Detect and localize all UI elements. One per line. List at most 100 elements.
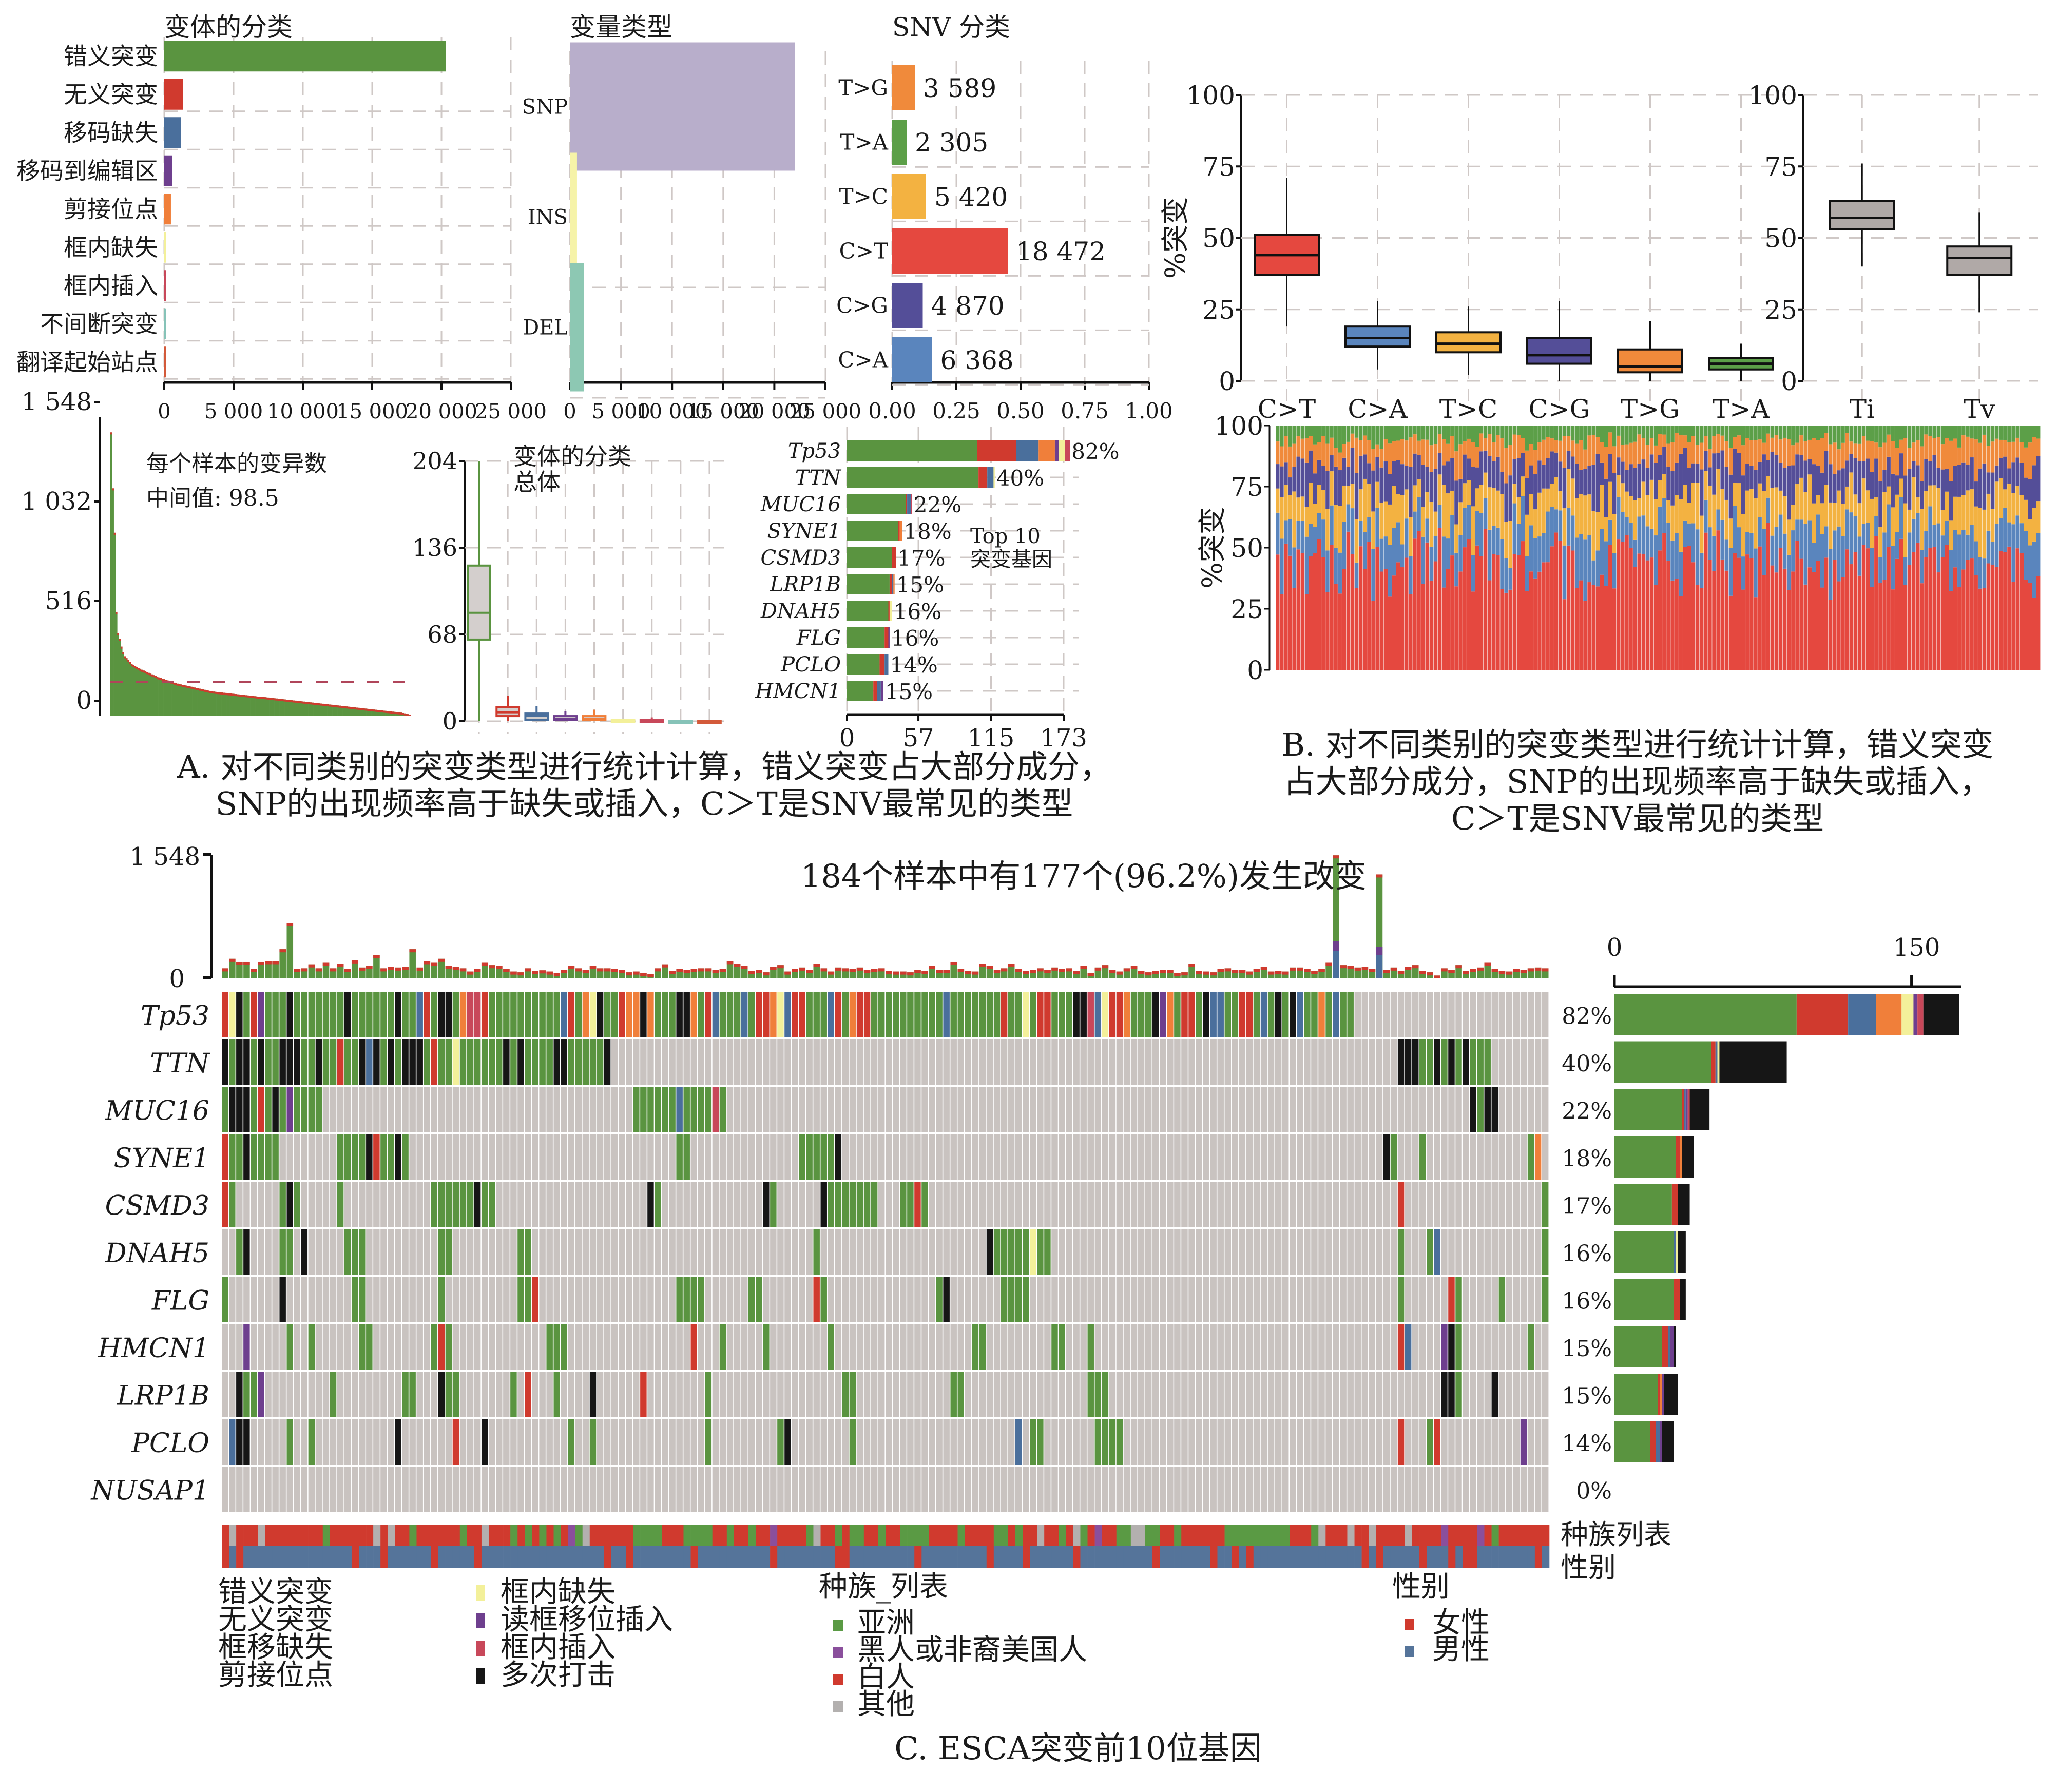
- race-cell: [950, 1525, 958, 1546]
- mutation-cell: [294, 1182, 300, 1227]
- mutation-cell: [1051, 1229, 1058, 1275]
- mutation-cell: [546, 1467, 553, 1512]
- mutation-cell: [279, 1087, 286, 1132]
- mutation-cell: [863, 1039, 871, 1085]
- mutation-cell: [1217, 1324, 1224, 1370]
- mutation-cell: [1318, 1324, 1325, 1370]
- mutation-cell: [1318, 1229, 1325, 1275]
- mutation-cell: [936, 1277, 943, 1322]
- stack-segment: [1409, 594, 1413, 670]
- mutation-cell: [517, 1324, 524, 1370]
- stack-segment: [1924, 426, 1928, 435]
- sex-cell: [705, 1546, 713, 1568]
- sample-bar-cap: [216, 692, 218, 695]
- mutation-cell: [258, 992, 264, 1037]
- data-label: 2 305: [915, 128, 988, 158]
- mutation-cell: [1210, 992, 1217, 1037]
- x-tick-label: 10 000: [636, 400, 708, 423]
- mutation-cell: [712, 1324, 719, 1370]
- mutation-cell: [503, 1087, 510, 1132]
- mutation-cell: [553, 1182, 560, 1227]
- stack-segment: [1957, 447, 1961, 465]
- mutation-cell: [748, 992, 755, 1037]
- mutation-cell: [1383, 1182, 1390, 1227]
- mutation-cell: [1051, 992, 1058, 1037]
- tmb-bar-cap: [993, 970, 1001, 973]
- mutation-cell: [1427, 1039, 1433, 1085]
- stack-segment: [1330, 455, 1334, 472]
- mutation-cell: [380, 1372, 387, 1417]
- stack-segment: [847, 627, 885, 648]
- mutation-cell: [1181, 1039, 1188, 1085]
- y-tick-label: 1 032: [22, 487, 92, 516]
- mutation-cell: [359, 1134, 366, 1180]
- sample-bar-cap: [221, 692, 223, 695]
- chart-title: SNV 分类: [892, 12, 1010, 42]
- mutation-cell: [1534, 1229, 1542, 1275]
- stack-segment: [1778, 439, 1783, 463]
- stack-segment: [1396, 440, 1400, 460]
- mutation-cell: [1224, 1229, 1232, 1275]
- mutation-cell: [886, 1087, 892, 1132]
- mutation-cell: [1441, 1467, 1448, 1512]
- mutation-cell: [1130, 1182, 1138, 1227]
- tmb-bar-cap: [792, 969, 798, 972]
- mutation-cell: [748, 1277, 755, 1322]
- stack-segment: [1446, 426, 1450, 444]
- mutation-cell: [748, 1182, 755, 1227]
- stack-segment: [1396, 426, 1400, 441]
- mutation-cell: [474, 1087, 481, 1132]
- mutation-cell: [380, 1419, 387, 1465]
- mutation-cell: [1188, 1039, 1195, 1085]
- mutation-cell: [489, 1324, 495, 1370]
- mutation-cell: [279, 1039, 286, 1085]
- sample-bar-cap: [129, 662, 131, 664]
- mutation-cell: [1217, 1134, 1224, 1180]
- mutation-cell: [1405, 1277, 1412, 1322]
- sample-bar-cap: [136, 667, 138, 669]
- tmb-bar-cap: [337, 964, 344, 967]
- mutation-cell: [1470, 1039, 1476, 1085]
- stack-segment: [1799, 455, 1803, 478]
- mutation-cell: [1448, 1419, 1455, 1465]
- stack-segment: [1625, 491, 1629, 517]
- mutation-cell: [1160, 1134, 1166, 1180]
- stack-segment: [1924, 491, 1928, 531]
- mutation-cell: [568, 1277, 575, 1322]
- stack-segment: [1940, 535, 1945, 557]
- race-cell: [957, 1525, 965, 1546]
- tmb-bar-cap: [1419, 971, 1426, 974]
- mutation-cell: [1080, 1372, 1087, 1417]
- mutation-cell: [1001, 1324, 1008, 1370]
- mutation-cell: [900, 1039, 907, 1085]
- mutation-cell: [950, 1467, 957, 1512]
- mutation-cell: [719, 1324, 726, 1370]
- tmb-bar-cap: [474, 969, 481, 972]
- stack-segment: [1762, 442, 1766, 455]
- mutation-cell: [683, 1087, 690, 1132]
- sample-bar: [202, 689, 205, 716]
- sex-cell: [676, 1546, 684, 1568]
- mutation-cell: [1427, 1182, 1433, 1227]
- stack-segment: [1865, 523, 1870, 549]
- mutation-cell: [452, 1087, 459, 1132]
- race-cell: [863, 1525, 872, 1546]
- y-tick-label: 0: [76, 686, 92, 715]
- sample-bar-cap: [366, 708, 369, 711]
- stack-segment: [1728, 518, 1733, 548]
- stack-segment: [1704, 499, 1708, 533]
- mutation-cell: [322, 1039, 330, 1085]
- sample-bar: [298, 701, 300, 716]
- y-tick-label: 1 548: [22, 388, 92, 416]
- mutation-cell: [726, 1087, 734, 1132]
- mutation-cell: [395, 1087, 401, 1132]
- mutation-cell: [1534, 1087, 1542, 1132]
- mutation-cell: [1174, 1039, 1181, 1085]
- stack-segment: [2015, 426, 2019, 438]
- stack-segment: [1870, 498, 1874, 548]
- stack-segment: [1716, 434, 1720, 453]
- tmb-bar-cap: [510, 971, 517, 975]
- stack-segment: [1458, 426, 1463, 445]
- sample-bar-cap: [340, 706, 343, 708]
- mutation-cell: [388, 1277, 394, 1322]
